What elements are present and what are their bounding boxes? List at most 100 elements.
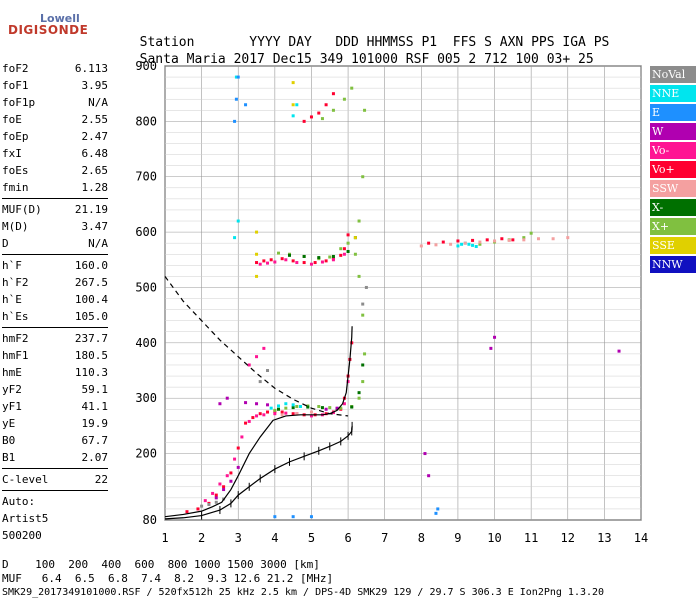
- logo-lowell: Lowell: [40, 12, 80, 25]
- param-value: 6.48: [81, 147, 109, 160]
- data-point: [500, 237, 504, 241]
- data-point: [255, 402, 259, 406]
- param-value: 2.07: [81, 451, 109, 464]
- data-point: [284, 402, 288, 406]
- auto-scaling-text: Auto:: [2, 495, 36, 508]
- data-point: [427, 241, 431, 245]
- data-point: [273, 515, 277, 519]
- data-point: [467, 242, 471, 246]
- x-tick-label: 7: [381, 531, 388, 545]
- data-point: [284, 258, 288, 262]
- param-row: M(D) 3.47: [2, 218, 108, 235]
- data-point: [273, 260, 277, 264]
- dashed-curve: [164, 276, 349, 417]
- header-label: S: [484, 35, 492, 50]
- y-tick-label: 400: [135, 336, 157, 350]
- data-point: [328, 255, 332, 259]
- param-name: yF2: [2, 383, 22, 396]
- param-value: 105.0: [74, 310, 108, 323]
- param-row: hmF1 180.5: [2, 347, 108, 364]
- data-point: [493, 239, 497, 243]
- param-row: h`F 160.0: [2, 257, 108, 274]
- param-row: D N/A: [2, 235, 108, 252]
- param-name: fmin: [2, 181, 29, 194]
- data-point: [302, 261, 306, 265]
- data-point: [295, 103, 299, 107]
- header-value: 349: [319, 52, 344, 67]
- data-point: [361, 313, 365, 317]
- param-name: B0: [2, 434, 16, 447]
- data-point: [284, 411, 288, 415]
- param-value: 3.95: [81, 79, 109, 92]
- legend-item: SSE: [650, 237, 696, 254]
- data-point: [273, 408, 277, 412]
- data-point: [262, 259, 266, 263]
- data-point: [291, 114, 295, 118]
- header-label: PPS: [531, 35, 555, 50]
- data-point: [350, 405, 354, 409]
- data-point: [309, 515, 313, 519]
- header-label: FFS: [452, 35, 477, 50]
- header-label: P1: [421, 35, 438, 50]
- footer-distance: D 100 200 400 600 800 1000 1500 3000 [km…: [2, 558, 320, 571]
- data-point: [262, 346, 266, 350]
- y-tick-label: 500: [135, 280, 157, 294]
- data-point: [357, 391, 361, 395]
- footer-file-info: SMK29_2017349101000.RSF / 520fx512h 25 k…: [2, 587, 605, 598]
- data-point: [328, 406, 332, 410]
- legend: NoVal NNE E W Vo- Vo+ SSW X- X+ SSE NNW: [650, 66, 696, 275]
- y-tick-label: 600: [135, 225, 157, 239]
- data-point: [266, 410, 270, 414]
- data-point: [522, 238, 526, 242]
- data-point: [280, 410, 284, 414]
- data-point: [419, 244, 423, 248]
- data-point: [317, 256, 321, 260]
- data-point: [471, 238, 475, 242]
- param-name: h`Es: [2, 310, 29, 323]
- data-point: [258, 412, 262, 416]
- data-point: [449, 242, 453, 246]
- param-row: h`Es 105.0: [2, 308, 108, 325]
- x-tick-label: 8: [418, 531, 425, 545]
- data-point: [353, 236, 357, 240]
- data-point: [353, 252, 357, 256]
- data-point: [291, 103, 295, 107]
- data-point: [342, 97, 346, 101]
- data-point: [269, 406, 273, 410]
- param-row: hmE 110.3: [2, 364, 108, 381]
- data-point: [342, 252, 346, 256]
- data-point: [357, 396, 361, 400]
- data-point: [277, 407, 281, 411]
- param-row: foF2 6.113: [2, 60, 108, 77]
- param-name: yE: [2, 417, 16, 430]
- data-point: [229, 479, 233, 483]
- data-point: [346, 249, 350, 253]
- data-point: [273, 412, 277, 416]
- header-value: Dec15: [272, 52, 312, 67]
- param-value: 41.1: [81, 400, 109, 413]
- param-value: 67.7: [81, 434, 109, 447]
- data-point: [507, 238, 511, 242]
- param-row: B0 67.7: [2, 432, 108, 449]
- ionogram-chart: 1 2 3 4 5 6 7 8 9 10 11 12 13 14802003004005006007008…: [135, 59, 648, 545]
- data-point: [236, 219, 240, 223]
- data-point: [493, 335, 497, 339]
- data-point: [361, 175, 365, 179]
- data-point: [427, 474, 431, 478]
- param-name: foEp: [2, 130, 29, 143]
- data-point: [474, 244, 478, 248]
- header-value: 2: [468, 52, 477, 67]
- data-point: [185, 510, 189, 514]
- header-value: 03+: [546, 52, 571, 67]
- data-point: [218, 402, 222, 406]
- data-point: [295, 412, 299, 416]
- x-tick-label: 13: [597, 531, 611, 545]
- data-point: [218, 482, 222, 486]
- data-point: [225, 396, 229, 400]
- legend-item: SSW: [650, 180, 696, 197]
- param-row: foF1p N/A: [2, 94, 108, 111]
- header-labels: Station YYYY DAY DDD HHMMSS P1 FFS S AXN…: [124, 20, 610, 50]
- data-point: [456, 244, 460, 248]
- header-label: IGA: [562, 35, 586, 50]
- data-point: [262, 413, 266, 417]
